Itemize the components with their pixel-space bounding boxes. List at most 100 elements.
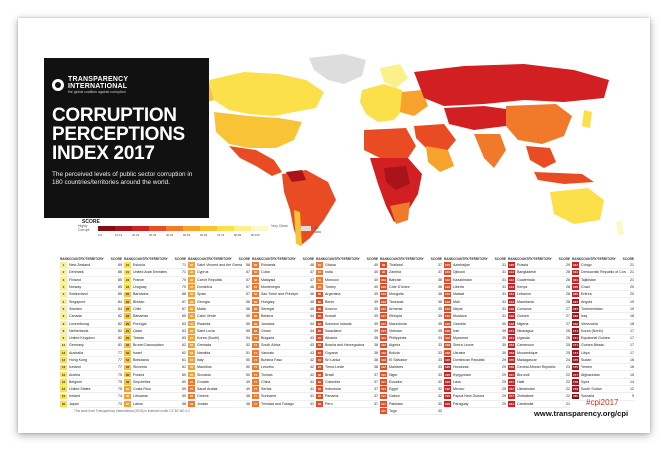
hashtag[interactable]: #cpi2017 [586,398,619,407]
country-cell: Bolivia [389,350,400,355]
legend-swatch [149,226,166,231]
rank-cell: 130 [444,328,451,334]
score-cell: 39 [374,328,378,333]
rank-cell: 29 [124,320,131,327]
country-cell: Côte D'Ivoire [389,285,410,290]
legend-tick-label: 50-59 [183,233,191,237]
table-row: 151 Nicaragua 26 [508,328,570,335]
rank-cell: 135 [444,364,451,371]
score-cell: 74 [118,394,122,399]
table-row: 91 Timor-Leste 38 [316,364,378,372]
rank-cell: 74 [252,371,259,378]
legend-tick-label: 90-100 [251,233,260,237]
country-cell: Barbados [133,292,149,297]
rank-cell: 48 [188,313,195,320]
score-cell: 71 [182,270,186,275]
table-row: 171 Guinea Bissau 17 [572,342,634,350]
rank-cell: 28 [124,313,131,320]
country-cell: Georgia [197,299,210,304]
map-region-southeast-asia [526,146,556,168]
rank-cell: 96 [380,269,387,276]
table-row: 130 Gambia 30 [444,320,506,328]
map-region-india [474,134,506,168]
country-cell: Mali [453,299,460,304]
rank-cell: 107 [380,306,387,312]
country-cell: Mauritius [197,365,212,370]
table-row: 117 Ecuador 32 [380,379,442,387]
table-row: 122 Nepal 31 [444,306,506,314]
website-link[interactable]: www.transparency.org/cpi [534,409,629,418]
table-row: 59 Jordan 48 [188,400,250,408]
rank-cell: 85 [316,298,323,305]
ranking-column-header: RANK COUNTRY/TERRITORY SCORE [508,256,570,262]
rank-cell: 175 [572,357,579,363]
country-cell: Ghana [325,263,336,268]
title-line-1: CORRUPTION [52,105,177,126]
table-row: 135 Russia 29 [508,262,570,270]
rank-cell: 57 [188,386,195,392]
rank-cell: 54 [188,357,195,363]
ranking-column: RANK COUNTRY/TERRITORY SCORE 96 Thailand 37 96… [380,256,442,416]
rank-cell: 38 [124,393,131,400]
score-cell: 85 [118,285,122,290]
table-row: 68 Oman 44 [252,328,314,335]
country-cell: Paraguay [453,401,469,406]
header-rank: RANK [508,257,518,261]
rank-cell: 48 [188,328,195,334]
score-cell: 56 [246,306,250,311]
rank-cell: 122 [444,298,451,305]
rank-cell: 91 [316,342,323,349]
table-row: 36 Seychelles 60 [124,379,186,387]
score-cell: 62 [182,343,186,348]
table-row: 153 Cameroon 25 [508,342,570,350]
country-cell: Japan [69,401,79,406]
country-cell: Finland [69,277,81,282]
rank-cell: 130 [444,320,451,327]
country-cell: Cambodia [517,401,534,406]
score-cell: 89 [118,263,122,268]
country-cell: Malawi [453,292,465,297]
table-row: 38 Lithuania 59 [124,393,186,401]
score-cell: 39 [374,306,378,311]
table-row: 96 Peru 37 [316,400,378,408]
table-row: 107 Ethiopia 35 [380,313,442,321]
country-cell: Gambia [453,321,466,326]
country-cell: Sao Tome and Principe [261,292,299,297]
map-region-central-asia [444,106,514,130]
rank-cell: 3 [60,276,67,283]
score-cell: 37 [374,387,378,392]
country-cell: China [261,379,271,384]
table-row: 29 Qatar 63 [124,328,186,335]
ranking-column-header: RANK COUNTRY/TERRITORY SCORE [252,256,314,262]
table-row: 1 New Zealand 89 [60,262,122,270]
score-cell: 12 [630,387,634,392]
score-cell: 19 [630,299,634,304]
table-row: 112 Niger 33 [380,371,442,379]
table-row: 40 Latvia 58 [124,400,186,408]
rank-cell: 111 [380,335,387,341]
rank-cell: 112 [380,364,387,371]
country-cell: Colombia [325,379,341,384]
rank-cell: 122 [444,276,451,283]
map-region-japan [582,110,592,128]
score-cell: 38 [374,350,378,355]
score-cell: 18 [630,321,634,326]
rank-cell: 107 [380,328,387,334]
score-cell: 84 [118,306,122,311]
country-cell: Zimbabwe [517,394,534,399]
table-row: 169 Iraq 18 [572,313,634,321]
table-row: 64 Montenegro 46 [252,284,314,292]
country-cell: Guyana [325,350,338,355]
table-row: 52 Grenada 52 [188,342,250,350]
rank-cell: 143 [508,276,515,283]
rank-cell: 85 [316,328,323,334]
table-row: 143 Guatemala 28 [508,276,570,284]
score-cell: 17 [630,336,634,341]
rank-cell: 153 [508,349,515,356]
country-cell: Lesotho [261,365,274,370]
rank-cell: 59 [188,400,195,407]
table-row: 161 Cambodia 21 [508,400,570,408]
country-cell: South Sudan [581,387,602,392]
table-row: 165 Chad 20 [572,284,634,292]
rank-cell: 59 [188,393,195,400]
